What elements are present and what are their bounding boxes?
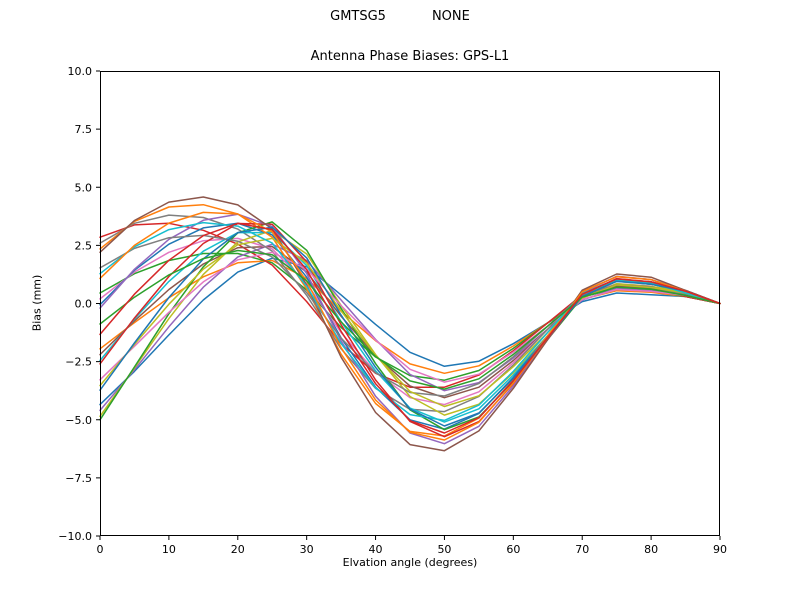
x-tick-label: 0 <box>97 543 104 556</box>
chart-line <box>99 221 721 422</box>
figure-header: GMTSG5 NONE <box>0 9 800 24</box>
chart-line <box>99 222 721 434</box>
y-tick-label: 5.0 <box>75 181 93 194</box>
chart-line <box>99 257 721 406</box>
chart-line <box>99 229 721 418</box>
x-tick-label: 20 <box>231 543 245 556</box>
x-tick-label: 60 <box>506 543 520 556</box>
chart-line <box>99 231 721 423</box>
chart-line <box>99 243 721 412</box>
chart-line <box>99 222 721 388</box>
y-tick-label: −5.0 <box>65 414 92 427</box>
chart-line <box>99 259 721 375</box>
axes-box <box>100 71 720 536</box>
chart-title: Antenna Phase Biases: GPS-L1 <box>310 49 510 64</box>
x-tick-label: 30 <box>300 543 314 556</box>
y-tick-label: 2.5 <box>75 239 93 252</box>
chart-line <box>99 251 721 383</box>
header-program: GMTSG5 <box>330 9 386 24</box>
x-tick-label: 70 <box>575 543 589 556</box>
chart-line <box>99 211 721 441</box>
chart-line <box>99 203 721 437</box>
y-tick-label: −10.0 <box>58 530 92 543</box>
chart-line <box>99 196 721 452</box>
chart-line <box>99 237 721 408</box>
y-tick-label: −7.5 <box>65 472 92 485</box>
x-tick-label: 40 <box>369 543 383 556</box>
x-tick-label: 90 <box>713 543 727 556</box>
x-axis-label: Elvation angle (degrees) <box>342 556 478 569</box>
y-axis-label: Bias (mm) <box>30 274 44 332</box>
y-tick-label: −2.5 <box>65 356 92 369</box>
x-tick-label: 50 <box>437 543 451 556</box>
y-tick-label: 10.0 <box>68 65 93 78</box>
chart-line <box>99 245 721 399</box>
x-tick-label: 10 <box>162 543 176 556</box>
header-mode: NONE <box>431 9 470 24</box>
x-tick-label: 80 <box>644 543 658 556</box>
y-tick-label: 0.0 <box>75 298 93 311</box>
y-tick-label: 7.5 <box>75 123 93 136</box>
chart-line <box>99 249 721 390</box>
